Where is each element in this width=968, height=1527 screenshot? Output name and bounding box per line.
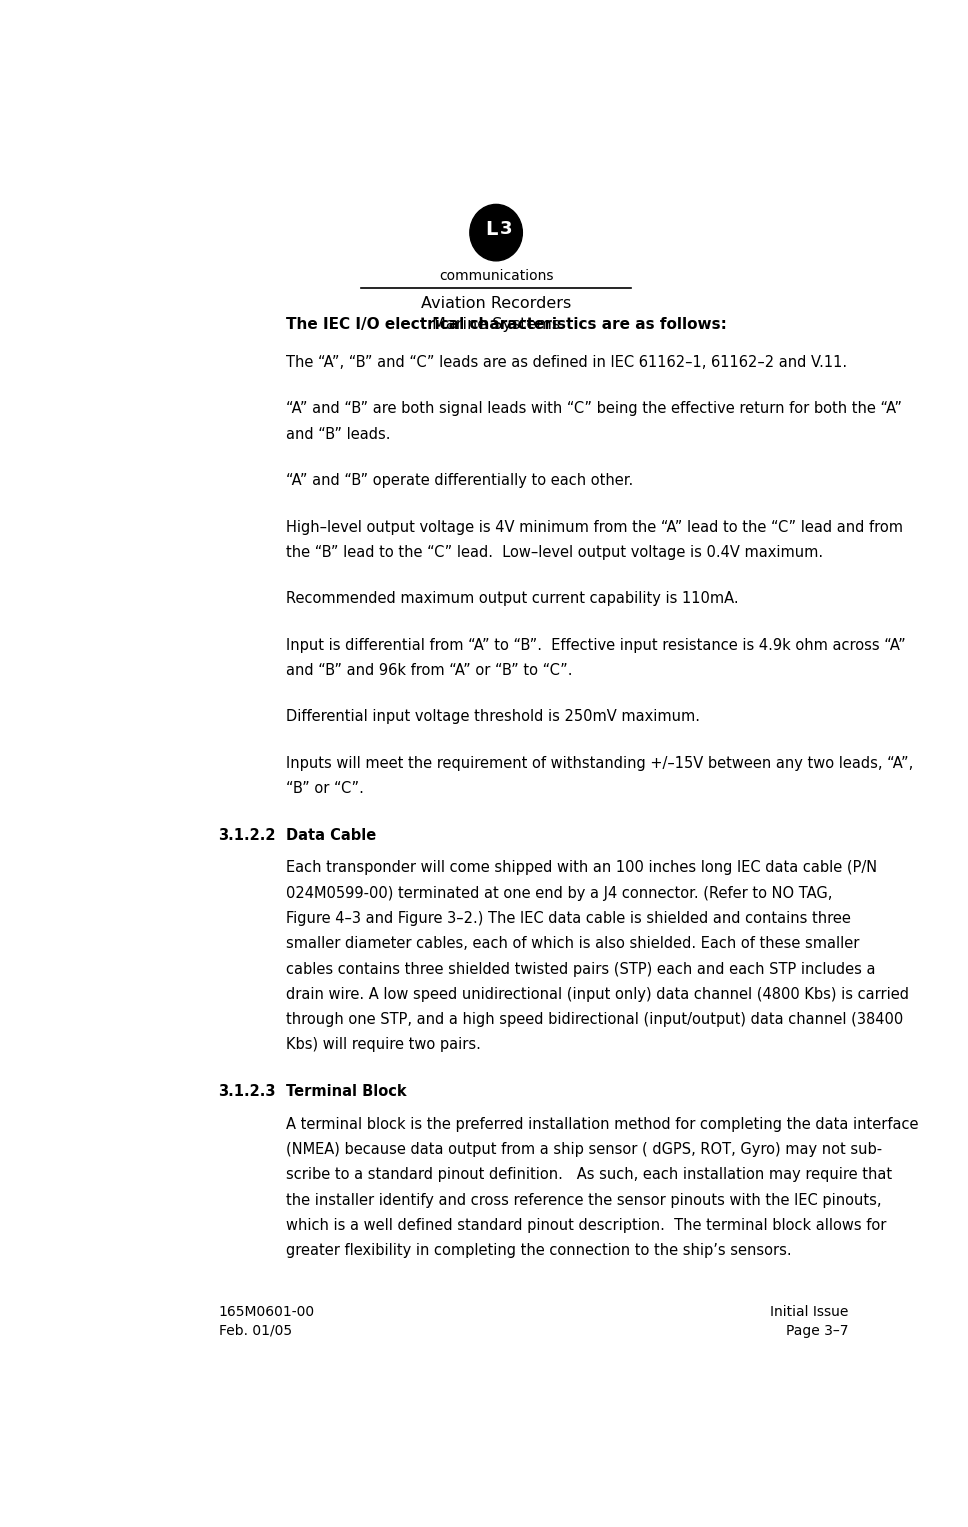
Text: Aviation Recorders: Aviation Recorders [421,296,571,312]
Text: “A” and “B” operate differentially to each other.: “A” and “B” operate differentially to ea… [287,473,633,489]
Text: which is a well defined standard pinout description.  The terminal block allows : which is a well defined standard pinout … [287,1219,887,1232]
Text: cables contains three shielded twisted pairs (STP) each and each STP includes a: cables contains three shielded twisted p… [287,962,875,977]
Text: (NMEA) because data output from a ship sensor ( dGPS, ROT, Gyro) may not sub-: (NMEA) because data output from a ship s… [287,1142,882,1157]
Text: Each transponder will come shipped with an 100 inches long IEC data cable (P/N: Each transponder will come shipped with … [287,861,877,875]
Text: 024M0599-00) terminated at one end by a J4 connector. (Refer to NO TAG,: 024M0599-00) terminated at one end by a … [287,886,832,901]
Text: Figure 4–3 and Figure 3–2.) The IEC data cable is shielded and contains three: Figure 4–3 and Figure 3–2.) The IEC data… [287,912,851,925]
Text: “A” and “B” are both signal leads with “C” being the effective return for both t: “A” and “B” are both signal leads with “… [287,402,902,417]
Text: The “A”, “B” and “C” leads are as defined in IEC 61162–1, 61162–2 and V.11.: The “A”, “B” and “C” leads are as define… [287,354,847,370]
Text: Marine Systems: Marine Systems [432,318,560,333]
Text: 3: 3 [499,220,512,238]
Text: Recommended maximum output current capability is 110mA.: Recommended maximum output current capab… [287,591,739,606]
Text: L: L [485,220,498,238]
Text: drain wire. A low speed unidirectional (input only) data channel (4800 Kbs) is c: drain wire. A low speed unidirectional (… [287,986,909,1002]
Text: and “B” leads.: and “B” leads. [287,426,390,441]
Text: Feb. 01/05: Feb. 01/05 [219,1324,291,1338]
Text: Page 3–7: Page 3–7 [786,1324,849,1338]
Text: Kbs) will require two pairs.: Kbs) will require two pairs. [287,1037,481,1052]
Text: 3.1.2.2: 3.1.2.2 [219,828,276,843]
Text: 3.1.2.3: 3.1.2.3 [219,1084,276,1099]
Text: scribe to a standard pinout definition.   As such, each installation may require: scribe to a standard pinout definition. … [287,1167,892,1182]
Text: “B” or “C”.: “B” or “C”. [287,782,364,796]
Text: Initial Issue: Initial Issue [771,1306,849,1319]
Text: greater flexibility in completing the connection to the ship’s sensors.: greater flexibility in completing the co… [287,1243,792,1258]
Ellipse shape [469,205,523,261]
Text: Input is differential from “A” to “B”.  Effective input resistance is 4.9k ohm a: Input is differential from “A” to “B”. E… [287,638,906,652]
Text: smaller diameter cables, each of which is also shielded. Each of these smaller: smaller diameter cables, each of which i… [287,936,860,951]
Text: Data Cable: Data Cable [287,828,377,843]
Text: and “B” and 96k from “A” or “B” to “C”.: and “B” and 96k from “A” or “B” to “C”. [287,663,572,678]
Text: Inputs will meet the requirement of withstanding +/–15V between any two leads, “: Inputs will meet the requirement of with… [287,756,913,771]
Text: A terminal block is the preferred installation method for completing the data in: A terminal block is the preferred instal… [287,1116,919,1132]
Text: communications: communications [439,269,554,282]
Text: Differential input voltage threshold is 250mV maximum.: Differential input voltage threshold is … [287,710,700,724]
Text: through one STP, and a high speed bidirectional (input/output) data channel (384: through one STP, and a high speed bidire… [287,1012,903,1028]
Text: the installer identify and cross reference the sensor pinouts with the IEC pinou: the installer identify and cross referen… [287,1193,882,1208]
Text: 165M0601-00: 165M0601-00 [219,1306,315,1319]
Text: High–level output voltage is 4V minimum from the “A” lead to the “C” lead and fr: High–level output voltage is 4V minimum … [287,519,903,534]
Text: the “B” lead to the “C” lead.  Low–level output voltage is 0.4V maximum.: the “B” lead to the “C” lead. Low–level … [287,545,823,560]
Text: The IEC I/O electrical characteristics are as follows:: The IEC I/O electrical characteristics a… [287,318,727,333]
Text: Terminal Block: Terminal Block [287,1084,407,1099]
